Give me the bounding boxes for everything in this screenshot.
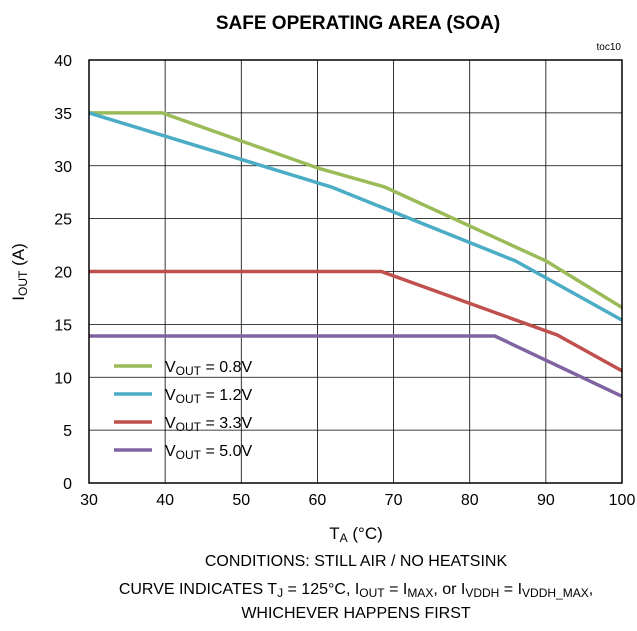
plot-frame <box>88 59 623 484</box>
series-line <box>89 334 623 398</box>
x-axis-label: TA (°C) <box>329 524 383 545</box>
x-tick-label: 70 <box>385 492 403 509</box>
conditions-note: CONDITIONS: STILL AIR / NO HEATSINK <box>205 553 508 570</box>
series-lines <box>88 111 623 398</box>
x-tick-label: 80 <box>461 492 479 509</box>
x-tick-label: 30 <box>80 492 98 509</box>
x-tick-label: 40 <box>156 492 174 509</box>
x-tick-label: 90 <box>537 492 555 509</box>
legend-label: VOUT = 0.8V <box>165 359 252 378</box>
chart-title: SAFE OPERATING AREA (SOA) <box>216 13 500 34</box>
series-line <box>89 111 623 309</box>
y-tick-label: 40 <box>54 53 72 70</box>
series-line <box>89 269 623 373</box>
legend-label: VOUT = 1.2V <box>165 387 252 406</box>
series-line <box>88 111 623 322</box>
y-tick-label: 35 <box>54 106 72 123</box>
y-tick-labels: 0 5 10 15 20 25 30 35 40 <box>54 53 72 493</box>
curve-note-line2: WHICHEVER HAPPENS FIRST <box>241 605 471 622</box>
y-tick-label: 5 <box>63 423 72 440</box>
y-axis-label: IOUT (A) <box>9 243 30 300</box>
y-tick-label: 10 <box>54 370 72 387</box>
legend: VOUT = 0.8V VOUT = 1.2V VOUT = 3.3V VOUT = … <box>114 359 252 462</box>
x-tick-labels: 30 40 50 60 70 80 90 100 <box>80 492 635 509</box>
x-tick-label: 60 <box>309 492 327 509</box>
legend-label: VOUT = 5.0V <box>165 443 252 462</box>
y-tick-label: 0 <box>63 476 72 493</box>
y-tick-label: 20 <box>54 265 72 282</box>
x-tick-label: 100 <box>609 492 636 509</box>
y-tick-label: 25 <box>54 212 72 229</box>
x-tick-label: 50 <box>232 492 250 509</box>
figure-tag: toc10 <box>597 42 622 53</box>
y-tick-label: 30 <box>54 159 72 176</box>
curve-note: CURVE INDICATES TJ = 125°C, IOUT = IMAX,… <box>119 581 593 600</box>
legend-label: VOUT = 3.3V <box>165 415 252 434</box>
y-tick-label: 15 <box>54 317 72 334</box>
